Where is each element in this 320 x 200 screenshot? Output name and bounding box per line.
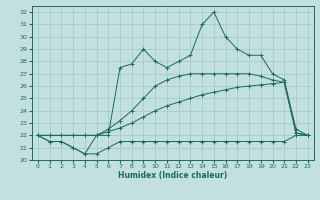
X-axis label: Humidex (Indice chaleur): Humidex (Indice chaleur)	[118, 171, 228, 180]
